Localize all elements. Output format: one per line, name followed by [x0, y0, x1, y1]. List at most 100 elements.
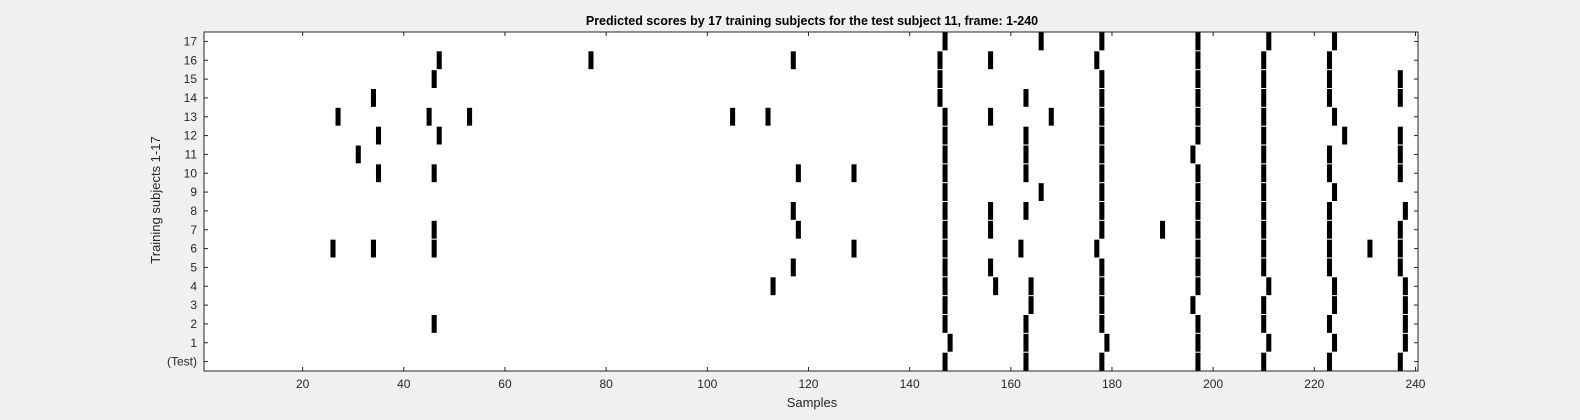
score-mark: [988, 202, 994, 220]
x-ticks: 20 40 60 80 100 120 140 160 180 200 220 240: [296, 32, 1426, 391]
score-mark: [1261, 70, 1267, 88]
score-mark: [1402, 277, 1408, 296]
score-mark: [942, 277, 948, 296]
score-mark: [1332, 107, 1338, 126]
score-mark: [942, 32, 948, 51]
score-mark: [947, 333, 953, 352]
score-mark: [1326, 70, 1333, 88]
score-mark: [1028, 296, 1034, 314]
x-tick-label: 120: [798, 377, 818, 391]
score-mark: [335, 107, 341, 126]
score-mark: [1099, 277, 1105, 296]
score-mark: [1326, 89, 1333, 107]
score-mark: [1195, 70, 1201, 88]
score-mark: [1261, 126, 1267, 145]
score-mark: [1402, 296, 1408, 314]
score-mark: [1195, 202, 1201, 220]
score-mark: [1261, 352, 1267, 371]
score-mark: [1023, 89, 1029, 107]
score-mark: [1195, 333, 1201, 352]
score-mark: [1195, 315, 1201, 333]
score-mark: [1023, 315, 1029, 333]
score-mark: [1266, 277, 1272, 296]
score-mark: [436, 51, 442, 70]
score-mark: [1342, 126, 1348, 145]
score-mark: [1018, 239, 1024, 258]
score-mark: [942, 352, 948, 371]
score-mark: [1367, 239, 1373, 258]
score-mark: [1023, 145, 1029, 164]
y-tick-label: 9: [190, 185, 197, 199]
y-tick-label: 1: [190, 336, 197, 350]
score-mark: [942, 258, 948, 277]
score-mark: [942, 315, 948, 333]
score-mark: [851, 164, 857, 183]
plot-frame: [203, 31, 1419, 372]
score-mark: [790, 258, 796, 277]
score-mark: [1023, 164, 1029, 183]
score-mark: [942, 239, 948, 258]
x-tick-label: 40: [397, 377, 411, 391]
score-mark: [942, 183, 948, 201]
y-tick-label: 10: [184, 166, 198, 180]
score-mark: [942, 126, 948, 145]
score-mark: [370, 239, 376, 258]
score-mark: [790, 202, 796, 220]
score-mark: [795, 164, 801, 183]
x-axis-label: Samples: [787, 395, 838, 410]
score-mark: [937, 51, 943, 70]
score-mark: [1038, 32, 1044, 51]
score-mark: [1094, 51, 1100, 70]
score-mark: [1332, 183, 1338, 201]
score-mark: [431, 164, 437, 183]
score-mark: [1266, 32, 1272, 51]
score-mark: [1261, 183, 1267, 201]
y-tick-label: 15: [184, 72, 198, 86]
score-mark: [988, 258, 994, 277]
y-tick-label: 6: [190, 242, 197, 256]
score-mark: [1261, 107, 1267, 126]
score-mark: [1261, 89, 1267, 107]
score-mark: [1266, 333, 1272, 352]
score-mark: [1195, 258, 1201, 277]
score-mark: [1326, 164, 1333, 183]
y-tick-label: 17: [184, 34, 198, 48]
score-mark: [330, 239, 336, 258]
score-mark: [1332, 277, 1338, 296]
y-ticks: 17 16 15 14 13 12 11 10 9 8 7 6 5 4 3 2 1 (Test): [167, 34, 1418, 369]
score-mark: [1397, 70, 1403, 88]
score-mark: [1332, 333, 1338, 352]
score-mark: [436, 126, 442, 145]
score-mark: [1326, 258, 1333, 277]
y-tick-label: 4: [190, 279, 197, 293]
score-mark: [355, 145, 361, 164]
score-mark: [1190, 145, 1196, 164]
score-mark: [942, 296, 948, 314]
y-tick-label: 11: [185, 147, 198, 161]
score-mark: [942, 164, 948, 183]
y-tick-label: 8: [190, 204, 197, 218]
score-mark: [993, 277, 999, 296]
score-mark: [588, 51, 594, 70]
score-mark: [1261, 296, 1267, 314]
score-mark: [1195, 107, 1201, 126]
score-mark: [1397, 239, 1403, 258]
score-mark: [851, 239, 857, 258]
score-mark: [1326, 352, 1333, 371]
score-mark: [1332, 32, 1338, 51]
score-mark: [375, 164, 382, 183]
score-mark: [1099, 89, 1105, 107]
x-tick-label: 160: [1001, 377, 1021, 391]
score-mark: [730, 107, 736, 126]
score-mark: [1028, 277, 1034, 296]
score-mark: [1326, 202, 1333, 220]
y-tick-label: 13: [184, 110, 198, 124]
x-tick-label: 180: [1102, 377, 1122, 391]
score-mark: [1195, 277, 1201, 296]
score-mark: [1099, 296, 1105, 314]
score-mark: [1048, 107, 1054, 126]
score-mark: [1397, 145, 1403, 164]
y-tick-label: (Test): [167, 355, 197, 369]
x-tick-label: 220: [1304, 377, 1324, 391]
